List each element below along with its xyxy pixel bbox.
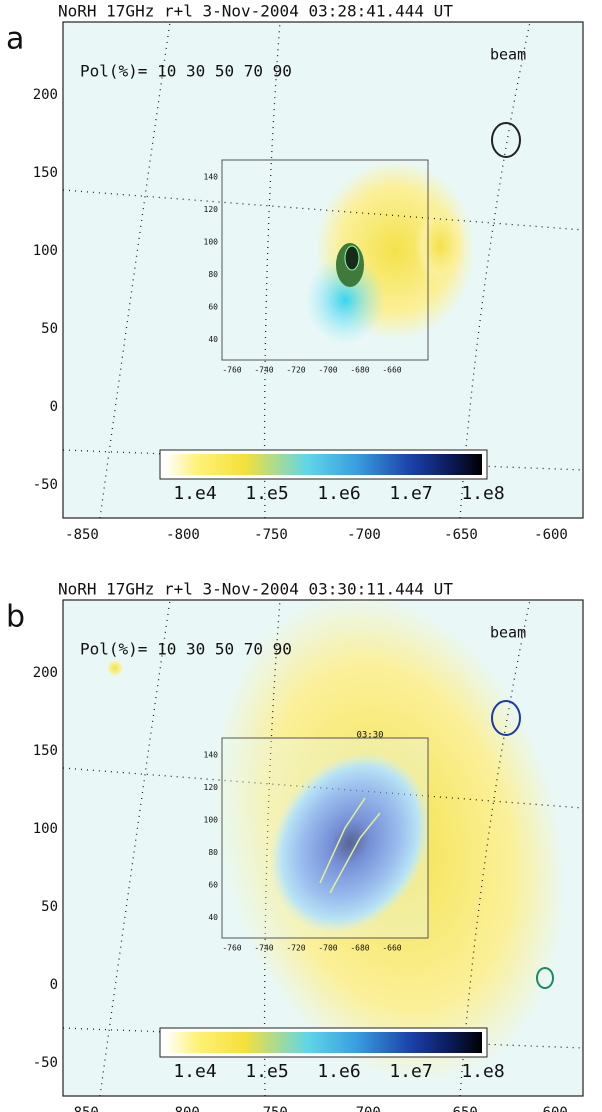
emission (536, 967, 554, 989)
x-tick-label: -700 (347, 1105, 381, 1112)
x-tick-label: -600 (534, 1105, 568, 1112)
inset-y-tick-label: 40 (208, 913, 218, 922)
x-tick-label: -800 (166, 527, 200, 543)
pol-levels: Pol(%)= 10 30 50 70 90 (80, 640, 292, 659)
colorbar (165, 1032, 482, 1053)
x-tick-label: -650 (444, 527, 478, 543)
colorbar-label: 1.e7 (389, 1061, 432, 1082)
y-tick-label: 200 (33, 87, 58, 103)
inset-y-tick-label: 80 (208, 270, 218, 279)
panel-title: NoRH 17GHz r+l 3-Nov-2004 03:30:11.444 U… (58, 580, 453, 599)
x-tick-label: -850 (65, 1105, 99, 1112)
y-tick-label: 150 (33, 165, 58, 181)
y-tick-label: 150 (33, 743, 58, 759)
y-tick-label: 200 (33, 665, 58, 681)
inset-y-tick-label: 100 (204, 238, 219, 247)
y-tick-label: 0 (50, 977, 58, 993)
inset-y-tick-label: 120 (204, 783, 219, 792)
emission (107, 660, 123, 676)
panel-label: a (6, 22, 24, 57)
inset-x-tick-label: -680 (350, 944, 369, 953)
inset-y-tick-label: 40 (208, 335, 218, 344)
beam-label: beam (490, 46, 526, 64)
inset-x-tick-label: -760 (222, 944, 241, 953)
inset-x-tick-label: -700 (318, 944, 337, 953)
inset-y-tick-label: 140 (204, 173, 219, 182)
inset-y-tick-label: 140 (204, 751, 219, 760)
colorbar-label: 1.e6 (317, 1061, 360, 1082)
inset-x-tick-label: -660 (382, 944, 401, 953)
beam-label: beam (490, 624, 526, 642)
inset-y-tick-label: 60 (208, 881, 218, 890)
emission (415, 205, 465, 285)
colorbar-label: 1.e5 (245, 1061, 288, 1082)
inset-y-tick-label: 60 (208, 303, 218, 312)
y-tick-label: -50 (33, 477, 58, 493)
panel-title: NoRH 17GHz r+l 3-Nov-2004 03:28:41.444 U… (58, 2, 453, 21)
pol-levels: Pol(%)= 10 30 50 70 90 (80, 62, 292, 81)
inset-frame (221, 737, 429, 939)
inset-x-tick-label: -680 (350, 366, 369, 375)
colorbar-label: 1.e8 (461, 483, 504, 504)
colorbar-label: 1.e4 (173, 483, 216, 504)
y-tick-label: -50 (33, 1055, 58, 1071)
inset-x-tick-label: -720 (286, 366, 305, 375)
x-tick-label: -750 (254, 1105, 288, 1112)
inset-label: 03:30 (356, 731, 383, 741)
emission (305, 255, 385, 345)
inset-x-tick-label: -740 (254, 944, 273, 953)
inset-x-tick-label: -720 (286, 944, 305, 953)
beam-contour (491, 700, 521, 736)
colorbar-label: 1.e4 (173, 1061, 216, 1082)
emission (344, 245, 360, 271)
inset-y-tick-label: 80 (208, 848, 218, 857)
panel-label: b (6, 600, 25, 635)
panel: 140 120 100 80 60 40 -760 -740 -720 -700 -680 -660 b… (6, 2, 584, 543)
y-tick-label: 50 (41, 321, 58, 337)
colorbar-label: 1.e7 (389, 483, 432, 504)
colorbar (165, 454, 482, 475)
y-tick-label: 0 (50, 399, 58, 415)
inset-x-tick-label: -660 (382, 366, 401, 375)
x-tick-label: -850 (65, 527, 99, 543)
beam-contour (491, 122, 521, 158)
inset-x-tick-label: -760 (222, 366, 241, 375)
y-tick-label: 100 (33, 821, 58, 837)
colorbar-label: 1.e5 (245, 483, 288, 504)
inset-x-tick-label: -740 (254, 366, 273, 375)
polarization-contour (319, 797, 381, 894)
inset-x-tick-label: -700 (318, 366, 337, 375)
x-tick-label: -750 (254, 527, 288, 543)
x-tick-label: -700 (347, 527, 381, 543)
x-tick-label: -600 (534, 527, 568, 543)
inset-frame (221, 159, 429, 361)
y-tick-label: 100 (33, 243, 58, 259)
inset-y-tick-label: 120 (204, 205, 219, 214)
x-tick-label: -800 (166, 1105, 200, 1112)
panel: 03:30 140 120 100 80 60 40 -760 -740 -720 -700 -680… (6, 580, 584, 1112)
inset-y-tick-label: 100 (204, 816, 219, 825)
y-tick-label: 50 (41, 899, 58, 915)
colorbar-label: 1.e6 (317, 483, 360, 504)
colorbar-label: 1.e8 (461, 1061, 504, 1082)
emission (269, 752, 431, 934)
x-tick-label: -650 (444, 1105, 478, 1112)
